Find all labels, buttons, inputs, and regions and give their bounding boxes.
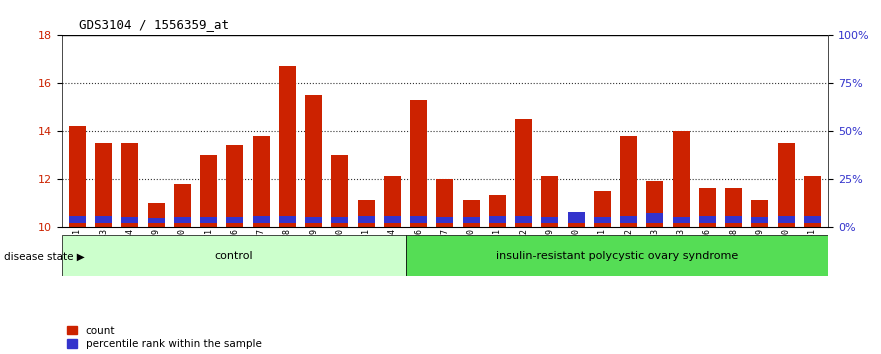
Bar	[405, 235, 828, 276]
Bar	[279, 216, 296, 223]
Bar	[489, 216, 506, 223]
Bar	[331, 155, 349, 227]
Bar	[594, 217, 611, 223]
Text: disease state ▶: disease state ▶	[4, 252, 85, 262]
Bar	[148, 218, 165, 223]
Bar	[725, 216, 742, 223]
Bar	[803, 176, 821, 227]
Bar	[489, 195, 506, 227]
Bar	[541, 217, 559, 223]
Bar	[647, 181, 663, 227]
Bar	[384, 216, 401, 223]
Bar	[62, 235, 405, 276]
Bar	[672, 217, 690, 223]
Bar	[463, 217, 479, 223]
Bar	[358, 216, 374, 223]
Text: insulin-resistant polycystic ovary syndrome: insulin-resistant polycystic ovary syndr…	[496, 251, 738, 261]
Bar	[174, 217, 191, 223]
Bar	[253, 136, 270, 227]
Bar	[672, 131, 690, 227]
Bar	[69, 216, 86, 223]
Bar	[647, 213, 663, 223]
Bar	[436, 217, 454, 223]
Bar	[226, 145, 243, 227]
Bar	[358, 200, 374, 227]
Bar	[620, 136, 637, 227]
Bar	[174, 183, 191, 227]
Bar	[95, 143, 112, 227]
Bar	[803, 216, 821, 223]
Bar	[253, 216, 270, 223]
Bar	[778, 216, 795, 223]
Bar	[69, 126, 86, 227]
Bar	[122, 143, 138, 227]
Bar	[541, 176, 559, 227]
Bar	[305, 217, 322, 223]
Bar	[279, 67, 296, 227]
Text: GDS3104 / 1556359_at: GDS3104 / 1556359_at	[79, 18, 229, 31]
Bar	[200, 155, 218, 227]
Bar	[463, 200, 479, 227]
Bar	[699, 188, 716, 227]
Text: control: control	[214, 251, 253, 261]
Bar	[567, 212, 585, 223]
Bar	[305, 95, 322, 227]
Bar	[778, 143, 795, 227]
Bar	[725, 188, 742, 227]
Bar	[331, 217, 349, 223]
Bar	[122, 217, 138, 223]
Bar	[200, 217, 218, 223]
Bar	[594, 191, 611, 227]
Bar	[620, 216, 637, 223]
Bar	[436, 179, 454, 227]
Bar	[384, 176, 401, 227]
Bar	[95, 216, 112, 223]
Legend: count, percentile rank within the sample: count, percentile rank within the sample	[67, 326, 262, 349]
Bar	[226, 217, 243, 223]
Bar	[148, 202, 165, 227]
Bar	[751, 217, 768, 223]
Bar	[699, 216, 716, 223]
Bar	[411, 100, 427, 227]
Bar	[411, 216, 427, 223]
Bar	[515, 119, 532, 227]
Bar	[567, 215, 585, 227]
Bar	[515, 216, 532, 223]
Bar	[751, 200, 768, 227]
